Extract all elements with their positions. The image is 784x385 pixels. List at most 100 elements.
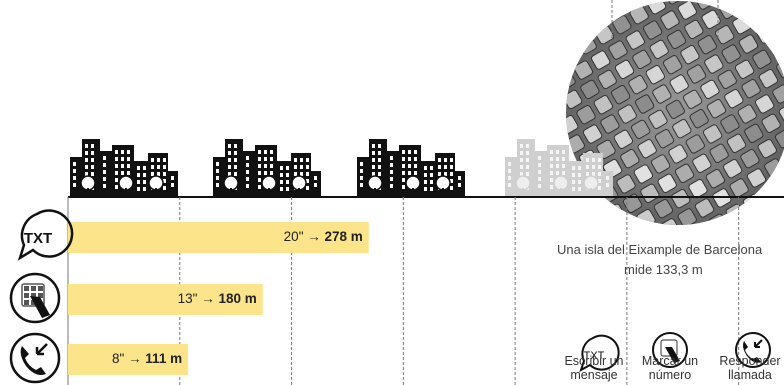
window: [121, 150, 124, 154]
city-block: [726, 133, 747, 153]
window: [73, 176, 76, 180]
window: [444, 165, 447, 169]
city-block: [648, 109, 668, 129]
window: [228, 158, 231, 162]
bar-distance-label: 278 m: [324, 229, 363, 244]
window: [430, 187, 433, 191]
window: [115, 164, 118, 168]
city-block: [737, 104, 757, 124]
window: [390, 177, 393, 181]
window: [137, 187, 140, 191]
bar: [68, 222, 369, 253]
window: [414, 164, 417, 168]
city-block: [619, 218, 639, 225]
window: [163, 186, 166, 190]
window: [550, 171, 553, 175]
city-block: [744, 123, 764, 143]
city-block: [686, 64, 707, 84]
window: [372, 158, 375, 162]
window: [127, 164, 130, 168]
city-block: [617, 104, 637, 124]
city-block: [691, 223, 711, 225]
window: [216, 176, 219, 180]
window: [258, 178, 261, 182]
city-block: [666, 29, 687, 50]
window: [143, 180, 146, 184]
window: [270, 164, 273, 168]
window: [85, 158, 88, 162]
window: [228, 151, 231, 155]
window: [556, 150, 559, 154]
window: [73, 162, 76, 166]
city-block: [593, 95, 614, 115]
bar-seconds-label: 13": [177, 291, 198, 306]
window: [438, 158, 441, 162]
legend-label-text-line1: Escribir un: [564, 354, 624, 368]
window: [424, 173, 427, 177]
tree: [223, 175, 239, 191]
city-block: [662, 55, 683, 75]
window: [306, 165, 309, 169]
window: [73, 183, 76, 187]
window: [91, 165, 94, 169]
window: [402, 171, 405, 175]
window: [286, 166, 289, 170]
tree-trunk: [87, 188, 89, 197]
window: [520, 144, 523, 148]
window: [508, 169, 511, 173]
city-block: [729, 178, 749, 198]
bar-value-label: 13" → 180 m: [178, 291, 257, 306]
window: [171, 176, 174, 180]
window: [508, 176, 511, 180]
window: [246, 163, 249, 167]
window: [360, 176, 363, 180]
tree-trunk: [230, 188, 232, 197]
row-phone-incoming-icon: [9, 332, 61, 384]
window: [598, 186, 601, 190]
city-block: [651, 154, 671, 174]
window: [360, 169, 363, 173]
city-block: [542, 55, 562, 75]
window: [578, 187, 581, 191]
window: [258, 150, 261, 154]
city-block: [682, 89, 703, 109]
window: [378, 172, 381, 176]
city-block: [680, 45, 700, 65]
tree: [435, 175, 451, 191]
legend-phone-keypad-icon: [652, 332, 688, 368]
window: [562, 171, 565, 175]
window: [270, 157, 273, 161]
legend-txt-icon: TXT: [579, 334, 620, 373]
city-block: [632, 49, 652, 70]
window: [143, 173, 146, 177]
window: [430, 166, 433, 170]
window: [520, 172, 523, 176]
window: [157, 172, 160, 176]
window: [526, 151, 529, 155]
tree: [583, 175, 599, 191]
city-block: [669, 74, 689, 94]
window: [306, 179, 309, 183]
window: [390, 170, 393, 174]
window: [246, 177, 249, 181]
city-block: [736, 1, 756, 10]
window: [151, 172, 154, 176]
city-block: [566, 45, 580, 65]
city-block: [613, 129, 634, 149]
window: [103, 177, 106, 181]
window: [151, 165, 154, 169]
window: [294, 165, 297, 169]
window: [258, 185, 261, 189]
city-block: [702, 124, 723, 144]
city-block: [754, 94, 775, 114]
window: [598, 158, 601, 162]
window: [91, 144, 94, 148]
legend-txt-icon-text: TXT: [584, 350, 605, 362]
window: [444, 158, 447, 162]
city-block: [697, 35, 717, 55]
city-block: [591, 50, 611, 70]
window: [372, 172, 375, 176]
city-block: [692, 153, 712, 173]
window: [228, 165, 231, 169]
bar-distance-label: 180 m: [218, 291, 257, 306]
